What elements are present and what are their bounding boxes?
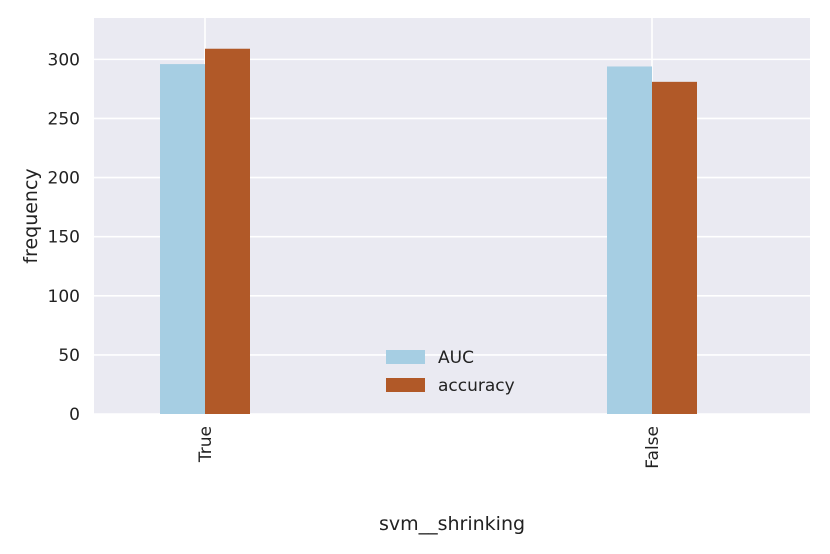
- legend-label-auc: AUC: [438, 348, 474, 368]
- legend-swatch-auc: [386, 350, 425, 364]
- bar-auc-true: [160, 64, 205, 414]
- x-tick-label: True: [196, 426, 216, 463]
- bar-auc-false: [607, 66, 652, 415]
- legend: AUC accuracy: [386, 348, 515, 396]
- bars: [160, 48, 697, 415]
- y-tick-label: 150: [48, 228, 80, 248]
- y-tick-label: 200: [48, 169, 80, 189]
- legend-label-accuracy: accuracy: [438, 376, 515, 396]
- y-axis-label: frequency: [20, 168, 42, 263]
- bar-accuracy-true: [205, 48, 250, 415]
- x-axis-label: svm__shrinking: [379, 513, 525, 535]
- legend-swatch-accuracy: [386, 378, 425, 392]
- x-tick-labels: True False: [196, 426, 663, 469]
- x-tick-label: False: [643, 426, 663, 469]
- y-tick-label: 250: [48, 109, 80, 129]
- y-tick-labels: 0 50 100 150 200 250 300: [48, 50, 80, 425]
- y-tick-label: 0: [69, 405, 80, 425]
- bar-accuracy-false: [652, 81, 697, 415]
- y-tick-label: 50: [58, 346, 80, 366]
- y-tick-label: 300: [48, 50, 80, 70]
- y-tick-label: 100: [48, 287, 80, 307]
